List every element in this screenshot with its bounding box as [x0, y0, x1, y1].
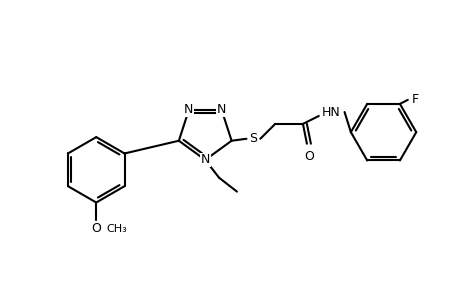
Text: O: O	[303, 150, 313, 163]
Text: F: F	[411, 93, 418, 106]
Text: HN: HN	[321, 106, 339, 118]
Text: CH₃: CH₃	[106, 224, 127, 234]
Text: N: N	[184, 103, 193, 116]
Text: O: O	[91, 222, 101, 235]
Text: N: N	[200, 153, 209, 167]
Text: N: N	[216, 103, 226, 116]
Text: S: S	[249, 132, 257, 145]
